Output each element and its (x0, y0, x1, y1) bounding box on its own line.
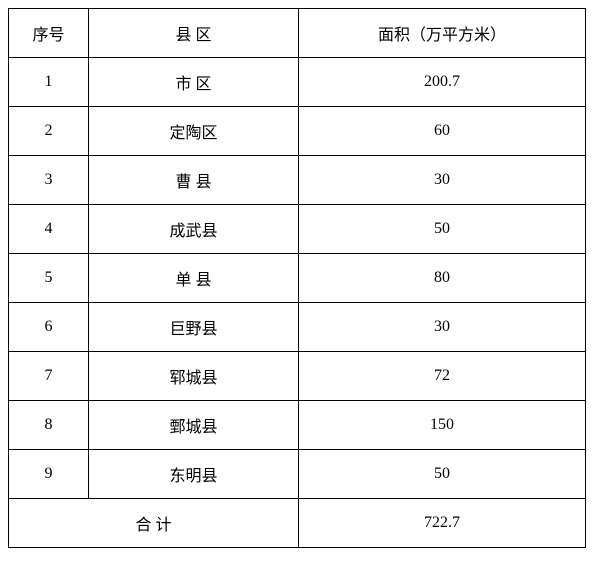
cell-seq: 2 (9, 107, 89, 156)
cell-district: 鄄城县 (89, 401, 299, 450)
table-header-row: 序号 县 区 面积（万平方米） (9, 9, 586, 58)
cell-seq: 1 (9, 58, 89, 107)
table-row: 6 巨野县 30 (9, 303, 586, 352)
cell-seq: 5 (9, 254, 89, 303)
cell-area: 80 (299, 254, 586, 303)
table-row: 7 郓城县 72 (9, 352, 586, 401)
table-row: 2 定陶区 60 (9, 107, 586, 156)
cell-area: 50 (299, 450, 586, 499)
table-body: 1 市 区 200.7 2 定陶区 60 3 曹 县 30 4 成武县 50 5… (9, 58, 586, 548)
table-row: 9 东明县 50 (9, 450, 586, 499)
area-table: 序号 县 区 面积（万平方米） 1 市 区 200.7 2 定陶区 60 3 曹… (8, 8, 586, 548)
table-row: 3 曹 县 30 (9, 156, 586, 205)
header-seq: 序号 (9, 9, 89, 58)
table-row: 4 成武县 50 (9, 205, 586, 254)
header-area: 面积（万平方米） (299, 9, 586, 58)
cell-area: 30 (299, 156, 586, 205)
cell-seq: 3 (9, 156, 89, 205)
cell-seq: 4 (9, 205, 89, 254)
cell-district: 定陶区 (89, 107, 299, 156)
cell-area: 30 (299, 303, 586, 352)
cell-district: 郓城县 (89, 352, 299, 401)
cell-area: 72 (299, 352, 586, 401)
table-total-row: 合 计 722.7 (9, 499, 586, 548)
cell-seq: 8 (9, 401, 89, 450)
cell-area: 50 (299, 205, 586, 254)
cell-district: 曹 县 (89, 156, 299, 205)
cell-seq: 6 (9, 303, 89, 352)
cell-area: 60 (299, 107, 586, 156)
cell-area: 150 (299, 401, 586, 450)
cell-seq: 7 (9, 352, 89, 401)
cell-seq: 9 (9, 450, 89, 499)
cell-district: 成武县 (89, 205, 299, 254)
cell-area: 200.7 (299, 58, 586, 107)
cell-total-label: 合 计 (9, 499, 299, 548)
cell-district: 巨野县 (89, 303, 299, 352)
header-district: 县 区 (89, 9, 299, 58)
cell-district: 市 区 (89, 58, 299, 107)
table-row: 1 市 区 200.7 (9, 58, 586, 107)
cell-district: 东明县 (89, 450, 299, 499)
table-row: 5 单 县 80 (9, 254, 586, 303)
cell-total-area: 722.7 (299, 499, 586, 548)
cell-district: 单 县 (89, 254, 299, 303)
table-row: 8 鄄城县 150 (9, 401, 586, 450)
